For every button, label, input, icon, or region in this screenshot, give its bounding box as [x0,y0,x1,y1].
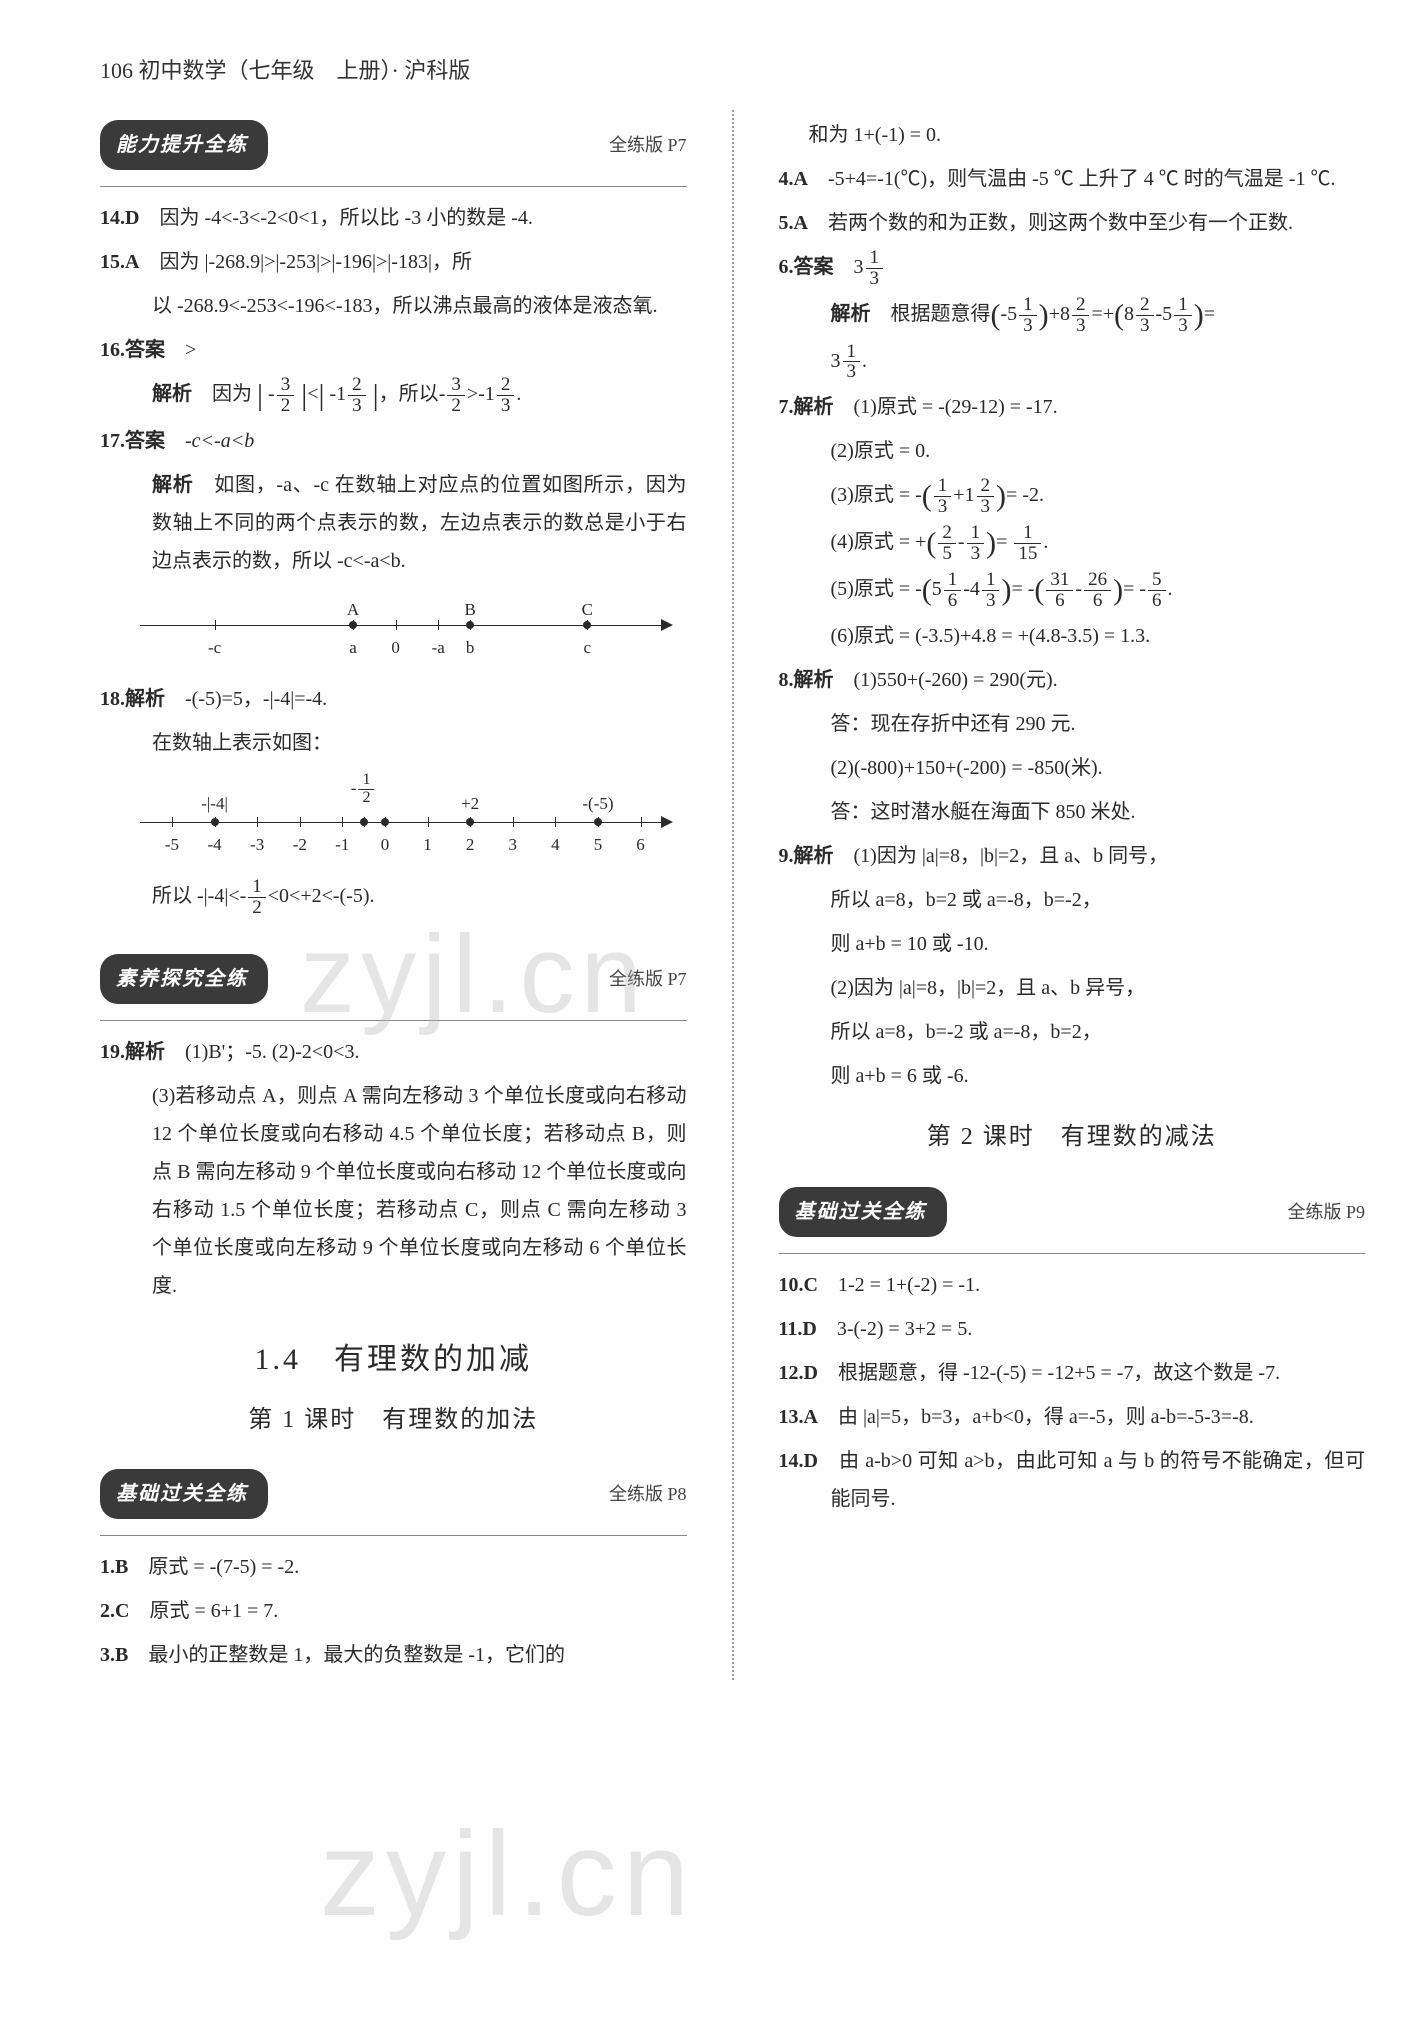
item-r7-4: (4)原式 = +(25-13)= 115. [779,523,1366,564]
section-ability-row: 能力提升全练 全练版 P7 [100,110,687,187]
item-14: 14.D 因为 -4<-3<-2<0<1，所以比 -3 小的数是 -4. [100,199,687,237]
item-r6-exp2: 313. [779,342,1366,383]
number-line-1: -cAa0-aBbCc [140,590,673,670]
header-title: 初中数学（七年级 上册）· 沪科版 [139,58,471,83]
section-pill-basic1: 基础过关全练 [100,1469,268,1519]
item-16: 16.答案 > [100,331,687,369]
item-18b: 在数轴上表示如图： [100,724,687,762]
item-15: 15.A 因为 |-268.9|>|-253|>|-196|>|-183|，所 [100,243,687,281]
column-divider [732,110,734,1680]
item-16-exp: 解析 因为 | -32 |<| -123 |，所以-32>-123. [100,375,687,416]
item-r7-3: (3)原式 = -(13+123)= -2. [779,476,1366,517]
item-r9-6: 则 a+b = 6 或 -6. [779,1057,1366,1095]
item-r9-5: 所以 a=8，b=-2 或 a=-8，b=2， [779,1013,1366,1051]
item-r6: 6.答案 313 [779,248,1366,289]
chapter-title: 1.4 有理数的加减 [100,1331,687,1388]
item-r8-4: 答：这时潜水艇在海面下 850 米处. [779,793,1366,831]
item-r7-6: (6)原式 = (-3.5)+4.8 = +(4.8-3.5) = 1.3. [779,617,1366,655]
item-cont: 和为 1+(-1) = 0. [779,116,1366,154]
number-line-2: -5-4-|-4|-3-2-1-12012+2345-(-5)6 [140,772,673,867]
item-r9-3: 则 a+b = 10 或 -10. [779,925,1366,963]
section-research-row: 素养探究全练 全练版 P7 [100,944,687,1021]
item-15b: 以 -268.9<-253<-196<-183，所以沸点最高的液体是液态氧. [100,287,687,325]
item-17: 17.答案 -c<-a<b [100,422,687,460]
item-r9-2: 所以 a=8，b=2 或 a=-8，b=-2， [779,881,1366,919]
page-ref-ability: 全练版 P7 [609,128,687,162]
item-b1: 1.B 原式 = -(7-5) = -2. [100,1548,687,1586]
item-r6-exp: 解析 根据题意得(-513)+823=+(823-513)= [779,295,1366,336]
section-pill-research: 素养探究全练 [100,954,268,1004]
item-r8-2: 答：现在存折中还有 290 元. [779,705,1366,743]
item-r8: 8.解析 (1)550+(-260) = 290(元). [779,661,1366,699]
item-r7: 7.解析 (1)原式 = -(29-12) = -17. [779,388,1366,426]
page-ref-basic2: 全练版 P9 [1287,1195,1365,1229]
watermark-2: zyjl.cn [320,1760,695,1988]
item-17-exp: 解析 如图，-a、-c 在数轴上对应点的位置如图所示，因为数轴上不同的两个点表示… [100,466,687,580]
page-number: 106 [100,58,133,83]
section-pill-basic2: 基础过关全练 [779,1187,947,1237]
item-r7-2: (2)原式 = 0. [779,432,1366,470]
item-19b: (3)若移动点 A，则点 A 需向左移动 3 个单位长度或向右移动 12 个单位… [100,1077,687,1305]
item-r9: 9.解析 (1)因为 |a|=8，|b|=2，且 a、b 同号， [779,837,1366,875]
item-r8-3: (2)(-800)+150+(-200) = -850(米). [779,749,1366,787]
section-basic1-row: 基础过关全练 全练版 P8 [100,1459,687,1536]
lesson-1-title: 第 1 课时 有理数的加法 [100,1398,687,1444]
page-ref-basic1: 全练版 P8 [609,1477,687,1511]
item-18-conc: 所以 -|-4|<-12<0<+2<-(-5). [100,877,687,918]
section-pill-ability: 能力提升全练 [100,120,268,170]
item-18: 18.解析 -(-5)=5，-|-4|=-4. [100,680,687,718]
page-header: 106 初中数学（七年级 上册）· 沪科版 [100,50,1365,92]
item-r12: 12.D 根据题意，得 -12-(-5) = -12+5 = -7，故这个数是 … [779,1354,1366,1392]
item-r13: 13.A 由 |a|=5，b=3，a+b<0，得 a=-5，则 a-b=-5-3… [779,1398,1366,1436]
item-b3: 3.B 最小的正整数是 1，最大的负整数是 -1，它们的 [100,1636,687,1674]
column-right: 和为 1+(-1) = 0. 4.A -5+4=-1(℃)，则气温由 -5 ℃ … [769,110,1366,1680]
item-r11: 11.D 3-(-2) = 3+2 = 5. [779,1310,1366,1348]
item-r4: 4.A -5+4=-1(℃)，则气温由 -5 ℃ 上升了 4 ℃ 时的气温是 -… [779,160,1366,198]
item-r5: 5.A 若两个数的和为正数，则这两个数中至少有一个正数. [779,204,1366,242]
lesson-2-title: 第 2 课时 有理数的减法 [779,1115,1366,1161]
item-b2: 2.C 原式 = 6+1 = 7. [100,1592,687,1630]
item-r10: 10.C 1-2 = 1+(-2) = -1. [779,1266,1366,1304]
two-column-layout: 能力提升全练 全练版 P7 14.D 因为 -4<-3<-2<0<1，所以比 -… [100,110,1365,1680]
page-ref-research: 全练版 P7 [609,962,687,996]
item-r7-5: (5)原式 = -(516-413)= -(316-266)= -56. [779,570,1366,611]
item-r9-4: (2)因为 |a|=8，|b|=2，且 a、b 异号， [779,969,1366,1007]
column-left: 能力提升全练 全练版 P7 14.D 因为 -4<-3<-2<0<1，所以比 -… [100,110,697,1680]
section-basic2-row: 基础过关全练 全练版 P9 [779,1177,1366,1254]
item-19: 19.解析 (1)B'；-5. (2)-2<0<3. [100,1033,687,1071]
item-r14: 14.D 由 a-b>0 可知 a>b，由此可知 a 与 b 的符号不能确定，但… [779,1442,1366,1518]
